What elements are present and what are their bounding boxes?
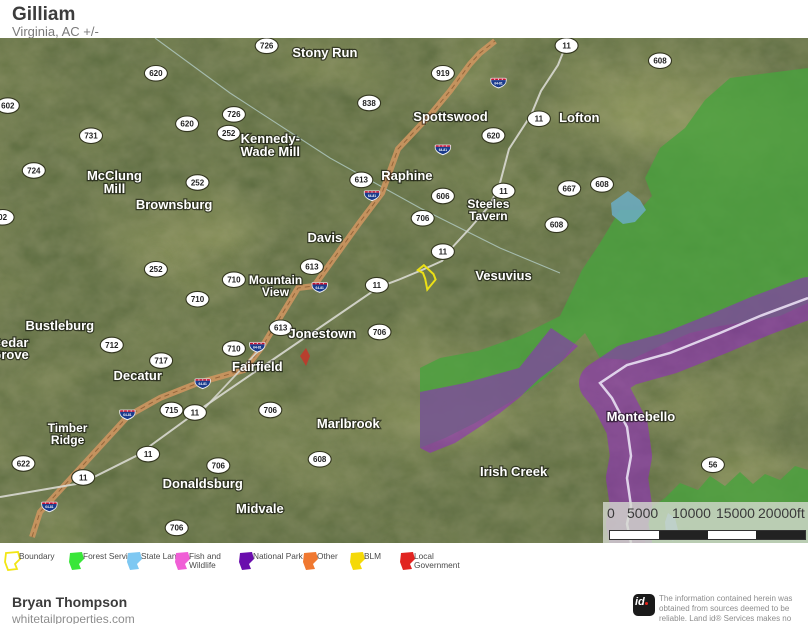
- svg-text:706: 706: [373, 328, 387, 337]
- svg-text:Midvale: Midvale: [236, 501, 284, 516]
- svg-text:252: 252: [191, 178, 205, 187]
- svg-text:710: 710: [227, 344, 241, 353]
- svg-text:731: 731: [84, 132, 98, 141]
- svg-text:712: 712: [105, 341, 119, 350]
- svg-text:620: 620: [180, 120, 194, 129]
- svg-text:Grove: Grove: [0, 347, 29, 362]
- svg-text:11: 11: [499, 187, 508, 196]
- svg-text:613: 613: [305, 263, 319, 272]
- svg-text:11: 11: [191, 408, 200, 417]
- svg-text:706: 706: [416, 214, 430, 223]
- svg-text:710: 710: [191, 295, 205, 304]
- svg-text:Jonestown: Jonestown: [288, 326, 356, 341]
- svg-text:Vesuvius: Vesuvius: [475, 268, 531, 283]
- svg-text:11: 11: [535, 115, 544, 124]
- svg-text:717: 717: [154, 356, 168, 365]
- svg-text:Tavern: Tavern: [469, 209, 507, 223]
- svg-text:11: 11: [562, 41, 571, 50]
- svg-text:726: 726: [260, 42, 274, 51]
- svg-text:252: 252: [222, 129, 236, 138]
- svg-text:608: 608: [653, 57, 667, 66]
- svg-text:726: 726: [227, 110, 241, 119]
- svg-text:Irish Creek: Irish Creek: [480, 464, 548, 479]
- svg-text:602: 602: [1, 101, 15, 110]
- svg-text:622: 622: [17, 459, 31, 468]
- svg-text:11: 11: [144, 450, 153, 459]
- svg-text:11: 11: [373, 281, 382, 290]
- svg-text:Davis: Davis: [308, 230, 343, 245]
- svg-text:715: 715: [165, 406, 179, 415]
- svg-text:Lofton: Lofton: [559, 110, 599, 125]
- svg-text:608: 608: [595, 180, 609, 189]
- svg-text:Brownsburg: Brownsburg: [136, 197, 213, 212]
- svg-text:606: 606: [436, 192, 450, 201]
- svg-text:Fairfield: Fairfield: [232, 359, 283, 374]
- svg-text:710: 710: [227, 276, 241, 285]
- svg-text:Mill: Mill: [104, 181, 126, 196]
- svg-text:11: 11: [79, 473, 88, 482]
- svg-text:Montebello: Montebello: [607, 409, 676, 424]
- svg-text:613: 613: [274, 324, 288, 333]
- svg-text:706: 706: [264, 406, 278, 415]
- svg-text:Ridge: Ridge: [51, 433, 85, 447]
- svg-text:706: 706: [170, 524, 184, 533]
- svg-text:919: 919: [436, 69, 450, 78]
- svg-text:613: 613: [355, 176, 369, 185]
- svg-text:620: 620: [487, 131, 501, 140]
- svg-text:620: 620: [149, 69, 163, 78]
- svg-text:Marlbrook: Marlbrook: [317, 416, 381, 431]
- svg-text:11: 11: [439, 247, 448, 256]
- svg-text:608: 608: [313, 455, 327, 464]
- svg-text:724: 724: [27, 166, 41, 175]
- svg-text:56: 56: [708, 461, 717, 470]
- svg-text:Raphine: Raphine: [381, 168, 432, 183]
- svg-text:252: 252: [149, 265, 163, 274]
- svg-text:706: 706: [212, 461, 226, 470]
- svg-text:Spottswood: Spottswood: [413, 109, 487, 124]
- svg-text:608: 608: [550, 221, 564, 230]
- svg-text:Decatur: Decatur: [113, 368, 161, 383]
- svg-text:Donaldsburg: Donaldsburg: [163, 476, 243, 491]
- svg-text:Bustleburg: Bustleburg: [25, 318, 94, 333]
- svg-text:View: View: [262, 285, 290, 299]
- svg-text:838: 838: [362, 99, 376, 108]
- svg-text:02: 02: [0, 213, 8, 222]
- svg-text:Wade Mill: Wade Mill: [241, 144, 300, 159]
- svg-text:Stony Run: Stony Run: [292, 45, 357, 60]
- svg-text:667: 667: [563, 184, 577, 193]
